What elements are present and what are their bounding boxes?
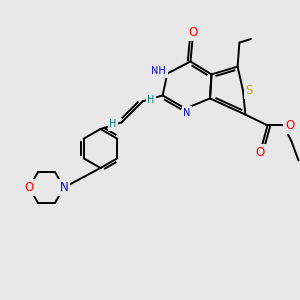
Text: N: N [59, 181, 68, 194]
Text: O: O [25, 181, 34, 194]
Text: S: S [245, 84, 253, 97]
Text: O: O [285, 119, 294, 132]
Text: H: H [110, 119, 117, 129]
Text: H: H [147, 95, 155, 105]
Text: O: O [188, 26, 197, 40]
Text: N: N [183, 108, 190, 118]
Text: NH: NH [151, 66, 166, 76]
Text: O: O [256, 146, 265, 159]
